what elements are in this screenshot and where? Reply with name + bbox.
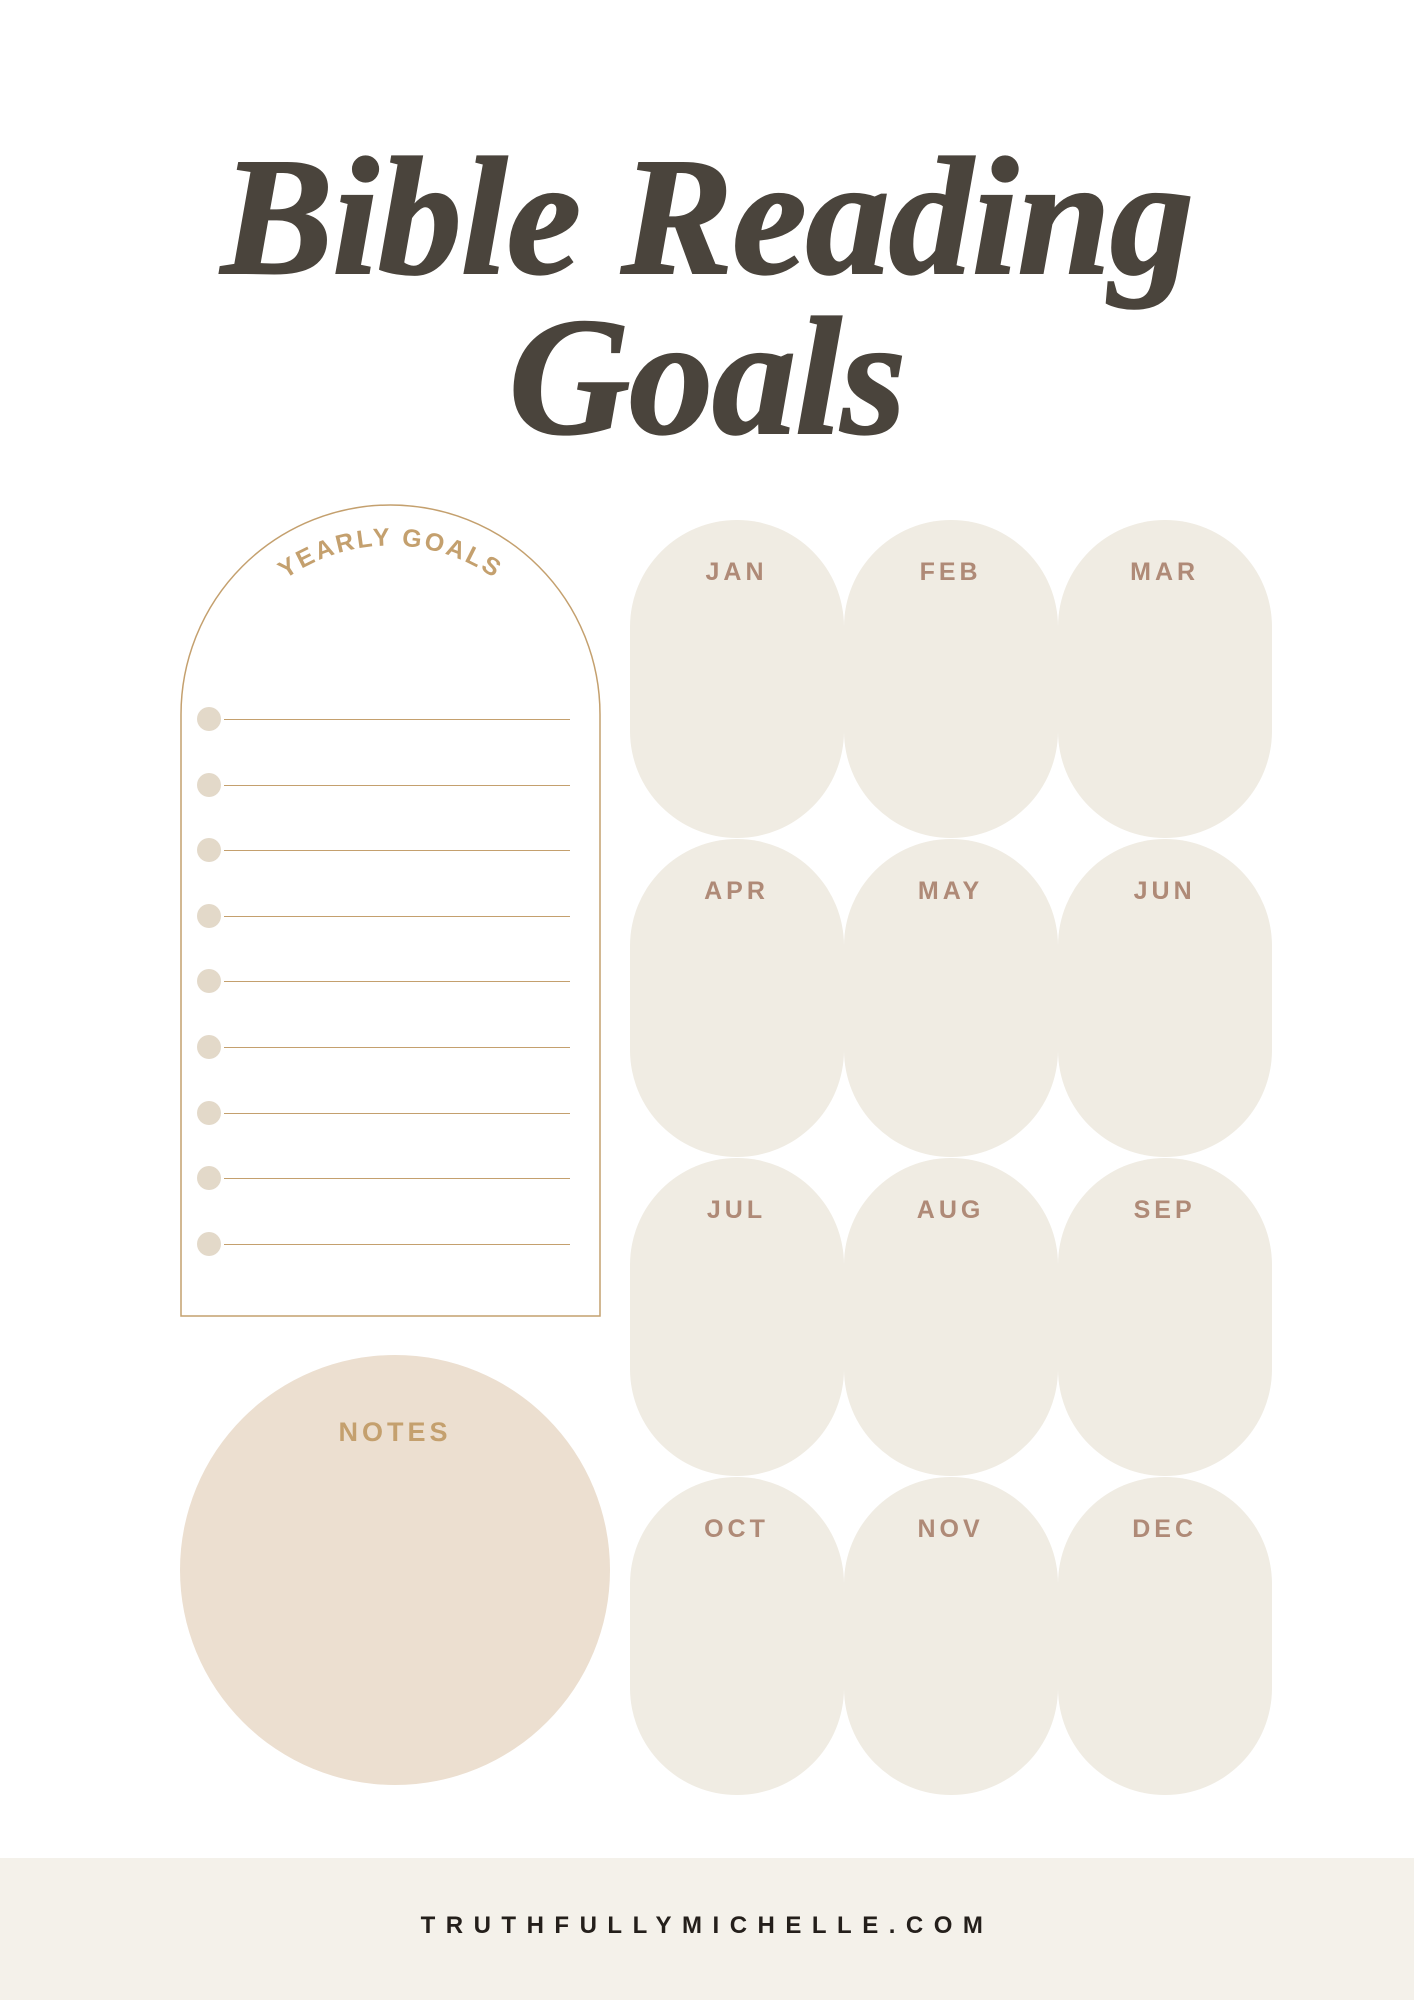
svg-text:YEARLY GOALS: YEARLY GOALS — [273, 523, 507, 584]
